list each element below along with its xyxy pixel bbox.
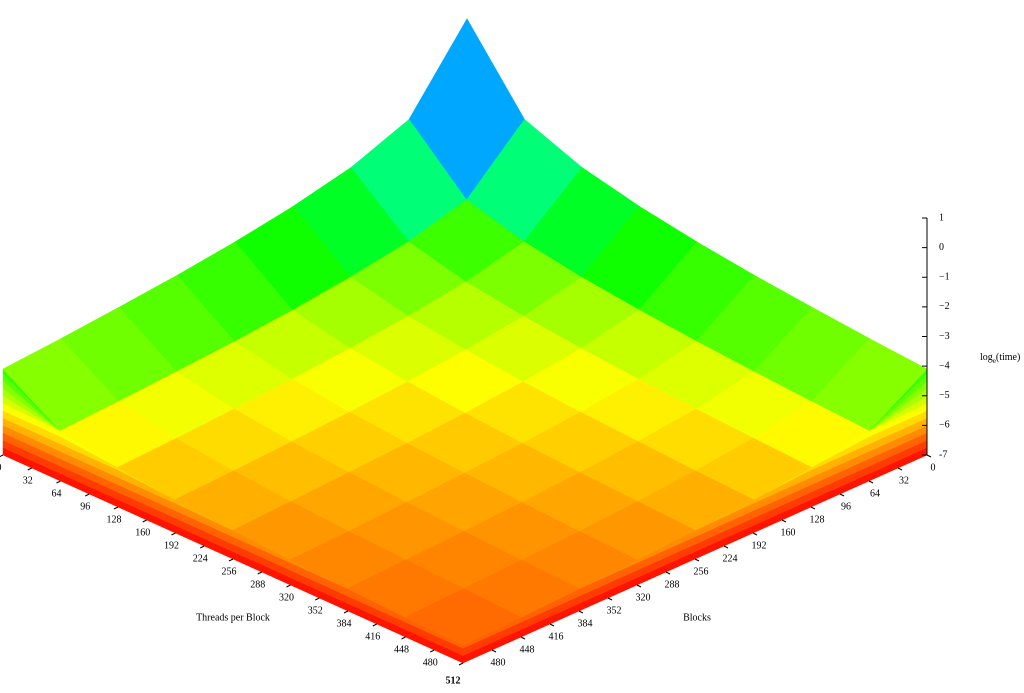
- x-tick-label: 224: [193, 553, 208, 564]
- y-tick-label: 416: [549, 631, 564, 642]
- x-tick: [401, 636, 406, 640]
- x-tick-label: 32: [23, 475, 33, 486]
- y-tick: [607, 597, 613, 601]
- z-tick-label: −2: [939, 301, 950, 312]
- x-tick: [286, 584, 291, 588]
- x-tick-label: 96: [80, 501, 90, 512]
- x-tick-label: 256: [222, 566, 237, 577]
- z-tick-label: 1: [939, 212, 944, 223]
- y-tick-label: 320: [636, 592, 651, 603]
- y-tick: [723, 545, 729, 549]
- y-tick: [636, 584, 642, 588]
- z-label-subscript: e: [993, 357, 996, 365]
- x-tick: [315, 597, 320, 601]
- z-label-text: log: [980, 352, 993, 363]
- y-tick-label: 352: [607, 605, 622, 616]
- x-tick: [458, 662, 464, 666]
- y-tick: [665, 571, 671, 575]
- z-tick-label: −6: [939, 420, 950, 431]
- axes: Threads per Block Blocks loge(time) 0 32 6…: [0, 212, 1020, 686]
- y-tick-label: 32: [899, 475, 909, 486]
- x-tick-label: 352: [308, 605, 323, 616]
- y-tick-label: 0: [931, 462, 936, 473]
- y-tick: [868, 480, 874, 484]
- x-tick-label: 512: [446, 675, 461, 686]
- y-tick-label: 192: [752, 540, 767, 551]
- z-tick-label: −5: [939, 390, 950, 401]
- y-tick-label: 288: [665, 579, 680, 590]
- x-tick: [228, 558, 234, 562]
- y-tick-label: 448: [520, 644, 535, 655]
- y-tick: [897, 467, 903, 471]
- z-tick-label: 0: [939, 242, 944, 253]
- x-tick-label: 128: [107, 514, 122, 525]
- x-tick-label: 320: [279, 592, 294, 603]
- y-tick-label: 128: [810, 514, 825, 525]
- x-tick: [0, 454, 4, 458]
- x-tick: [142, 519, 147, 523]
- x-tick: [85, 493, 90, 497]
- y-tick-label: 256: [694, 566, 709, 577]
- y-axis-label: Blocks: [683, 612, 711, 623]
- y-tick-label: 384: [578, 618, 593, 629]
- y-tick-label: 96: [841, 501, 851, 512]
- y-tick: [694, 558, 700, 562]
- x-tick-label: 480: [423, 657, 438, 668]
- surface-cell: [404, 588, 522, 646]
- x-tick-label: 160: [135, 527, 150, 538]
- y-tick: [781, 519, 787, 523]
- y-tick: [926, 454, 932, 458]
- y-tick-label: 160: [781, 527, 796, 538]
- z-tick-label: −4: [939, 360, 950, 371]
- x-tick-label: 192: [164, 540, 179, 551]
- y-tick: [520, 636, 526, 640]
- surface: [2, 18, 928, 646]
- x-tick-label: 416: [365, 631, 380, 642]
- y-tick: [578, 610, 584, 614]
- z-tick-label: −1: [939, 272, 950, 283]
- x-tick: [113, 506, 119, 510]
- y-tick: [839, 493, 845, 497]
- z-tick-label: -7: [939, 449, 947, 460]
- x-tick-label: 0: [0, 462, 2, 473]
- z-label-suffix: (time): [996, 352, 1020, 363]
- x-tick: [372, 623, 377, 627]
- x-tick: [430, 649, 435, 653]
- x-tick: [27, 467, 32, 471]
- y-tick-label: 480: [491, 657, 506, 668]
- x-tick: [171, 532, 176, 536]
- y-tick-label: 224: [723, 553, 738, 564]
- x-tick: [257, 571, 262, 575]
- x-tick-label: 288: [250, 579, 265, 590]
- x-tick: [56, 480, 61, 484]
- x-tick-label: 448: [394, 644, 409, 655]
- y-tick: [549, 623, 555, 627]
- x-tick: [200, 545, 205, 549]
- x-tick-label: 64: [52, 488, 62, 499]
- y-tick: [810, 506, 816, 510]
- z-tick-label: −3: [939, 331, 950, 342]
- x-tick: [343, 610, 349, 614]
- y-tick: [491, 649, 497, 653]
- walls: [2, 368, 928, 664]
- y-tick-label: 64: [870, 488, 880, 499]
- y-tick: [752, 532, 758, 536]
- x-tick-label: 384: [337, 618, 352, 629]
- x-axis-label: Threads per Block: [196, 612, 270, 623]
- z-axis-label: loge(time): [980, 352, 1020, 364]
